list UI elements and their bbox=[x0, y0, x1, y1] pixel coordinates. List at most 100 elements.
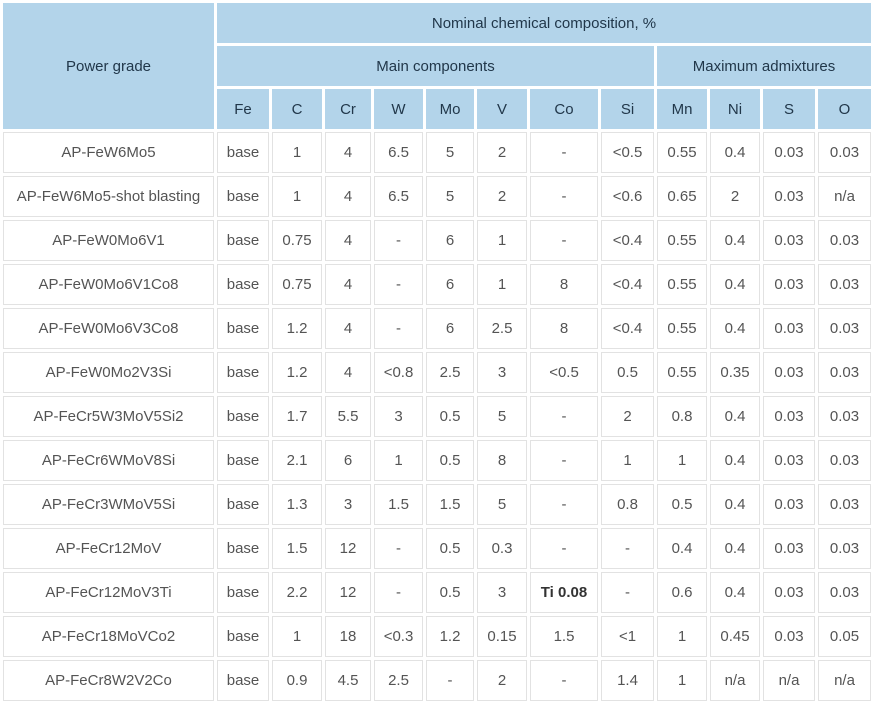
col-header-fe: Fe bbox=[217, 89, 269, 129]
value-cell: base bbox=[217, 528, 269, 569]
value-cell: 1 bbox=[477, 264, 527, 305]
value-cell: 12 bbox=[325, 528, 371, 569]
value-cell: 0.55 bbox=[657, 264, 707, 305]
value-cell: 0.03 bbox=[818, 572, 872, 613]
value-cell: 2 bbox=[710, 176, 760, 217]
grade-cell: AP-FeCr3WMoV5Si bbox=[3, 484, 214, 525]
value-cell: - bbox=[601, 572, 654, 613]
value-cell: base bbox=[217, 440, 269, 481]
value-cell: <0.6 bbox=[601, 176, 654, 217]
col-header-mn: Mn bbox=[657, 89, 707, 129]
grade-cell: AP-FeW6Mo5-shot blasting bbox=[3, 176, 214, 217]
value-cell: <0.4 bbox=[601, 308, 654, 349]
value-cell: 1 bbox=[272, 616, 322, 657]
value-cell: 0.4 bbox=[710, 132, 760, 173]
value-cell: 0.55 bbox=[657, 132, 707, 173]
value-cell: 4 bbox=[325, 220, 371, 261]
value-cell: 0.8 bbox=[657, 396, 707, 437]
table-row: AP-FeW0Mo6V1 base 0.75 4-6 1- <0.4 0.55 0.4 0.03… bbox=[3, 220, 872, 261]
grade-cell: AP-FeCr12MoV3Ti bbox=[3, 572, 214, 613]
value-cell: 4.5 bbox=[325, 660, 371, 701]
table-row: AP-FeCr12MoV3Ti base 2.2 12-0.5 3 Ti 0.08-0.6… bbox=[3, 572, 872, 613]
grade-cell: AP-FeCr8W2V2Co bbox=[3, 660, 214, 701]
value-cell: 5.5 bbox=[325, 396, 371, 437]
corner-header-power-grade: Power grade bbox=[3, 3, 214, 129]
value-cell: - bbox=[530, 484, 598, 525]
value-cell: 2.1 bbox=[272, 440, 322, 481]
value-cell: 0.35 bbox=[710, 352, 760, 393]
value-cell: 1.2 bbox=[426, 616, 474, 657]
value-cell: 0.03 bbox=[818, 264, 872, 305]
value-cell: - bbox=[374, 528, 423, 569]
table-row: AP-FeW6Mo5 base 1 4 6.5 5 2- <0.5 0.55 0.4 0.03 0.0… bbox=[3, 132, 872, 173]
value-cell: 3 bbox=[374, 396, 423, 437]
grade-cell: AP-FeCr18MoVCo2 bbox=[3, 616, 214, 657]
value-cell: 0.5 bbox=[426, 396, 474, 437]
value-cell: 1 bbox=[272, 132, 322, 173]
col-header-ni: Ni bbox=[710, 89, 760, 129]
value-cell: base bbox=[217, 176, 269, 217]
value-cell: 0.5 bbox=[426, 528, 474, 569]
value-cell: 0.5 bbox=[426, 572, 474, 613]
value-cell: 2 bbox=[477, 660, 527, 701]
value-cell: 0.03 bbox=[763, 264, 815, 305]
grade-cell: AP-FeW0Mo6V3Co8 bbox=[3, 308, 214, 349]
value-cell: 2.5 bbox=[374, 660, 423, 701]
grade-cell: AP-FeW0Mo2V3Si bbox=[3, 352, 214, 393]
value-cell: 0.03 bbox=[818, 308, 872, 349]
value-cell: 0.03 bbox=[763, 484, 815, 525]
value-cell: 0.03 bbox=[818, 528, 872, 569]
value-cell: 0.55 bbox=[657, 352, 707, 393]
value-cell: 1.5 bbox=[272, 528, 322, 569]
value-cell: 3 bbox=[477, 572, 527, 613]
value-cell: 4 bbox=[325, 308, 371, 349]
value-cell: - bbox=[374, 572, 423, 613]
value-cell: base bbox=[217, 132, 269, 173]
value-cell: 1.4 bbox=[601, 660, 654, 701]
value-cell: 2.5 bbox=[477, 308, 527, 349]
value-cell: 0.4 bbox=[710, 440, 760, 481]
value-cell: <0.3 bbox=[374, 616, 423, 657]
value-cell: 1.5 bbox=[426, 484, 474, 525]
col-header-mo: Mo bbox=[426, 89, 474, 129]
value-cell: 0.03 bbox=[763, 132, 815, 173]
value-cell: 0.15 bbox=[477, 616, 527, 657]
value-cell: 0.05 bbox=[818, 616, 872, 657]
value-cell: 0.4 bbox=[710, 308, 760, 349]
table-row: AP-FeCr12MoV base 1.5 12-0.5 0.3- -0.4 0.4 0.03… bbox=[3, 528, 872, 569]
value-cell: - bbox=[530, 440, 598, 481]
value-cell: 6.5 bbox=[374, 176, 423, 217]
value-cell: 6 bbox=[426, 220, 474, 261]
value-cell: base bbox=[217, 660, 269, 701]
grade-cell: AP-FeCr6WMoV8Si bbox=[3, 440, 214, 481]
value-cell: 1 bbox=[601, 440, 654, 481]
value-cell: - bbox=[374, 264, 423, 305]
value-cell: - bbox=[530, 396, 598, 437]
value-cell: 2.2 bbox=[272, 572, 322, 613]
value-cell: 1 bbox=[657, 660, 707, 701]
value-cell: 1.3 bbox=[272, 484, 322, 525]
value-cell: 5 bbox=[477, 484, 527, 525]
col-header-co: Co bbox=[530, 89, 598, 129]
value-cell: - bbox=[374, 220, 423, 261]
value-cell: 0.4 bbox=[710, 396, 760, 437]
value-cell: 3 bbox=[325, 484, 371, 525]
grade-cell: AP-FeW0Mo6V1Co8 bbox=[3, 264, 214, 305]
value-cell: 4 bbox=[325, 176, 371, 217]
group-header-maximum-admixtures: Maximum admixtures bbox=[657, 46, 872, 86]
value-cell: - bbox=[530, 176, 598, 217]
value-cell: 4 bbox=[325, 132, 371, 173]
value-cell: n/a bbox=[710, 660, 760, 701]
value-cell: - bbox=[530, 528, 598, 569]
value-cell: 2 bbox=[477, 176, 527, 217]
value-cell: - bbox=[426, 660, 474, 701]
header-row-groups: Main components Maximum admixtures bbox=[3, 46, 872, 86]
value-cell: 1 bbox=[374, 440, 423, 481]
value-cell: 0.4 bbox=[710, 264, 760, 305]
table-row: AP-FeCr6WMoV8Si base 2.1 6 1 0.5 8-1 1 0.4 0.03 0.… bbox=[3, 440, 872, 481]
value-cell: - bbox=[374, 308, 423, 349]
value-cell: 0.9 bbox=[272, 660, 322, 701]
value-cell: 0.5 bbox=[426, 440, 474, 481]
value-cell: 0.45 bbox=[710, 616, 760, 657]
col-header-si: Si bbox=[601, 89, 654, 129]
